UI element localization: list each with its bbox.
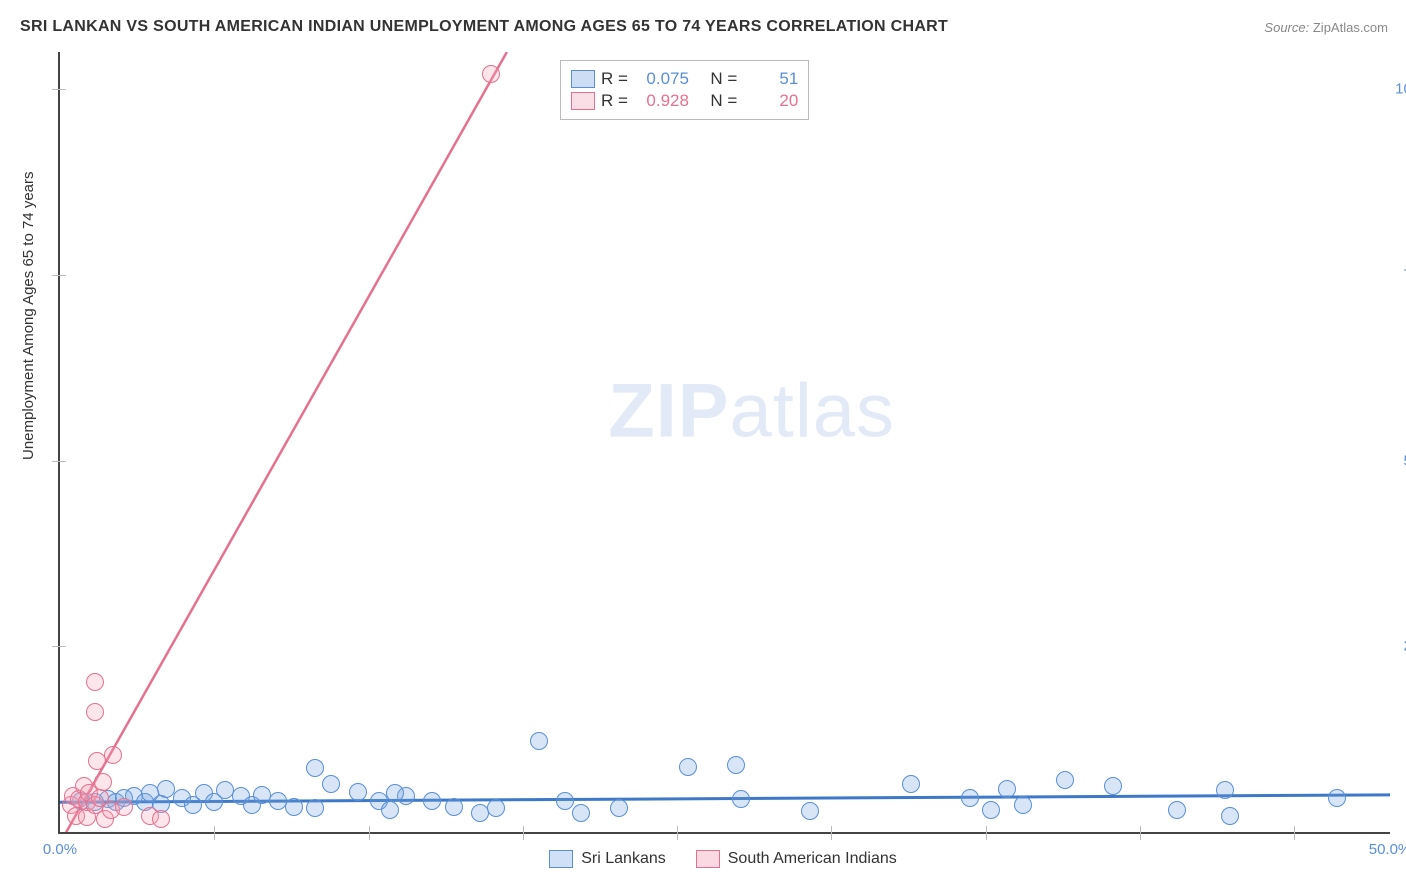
legend-item-1: Sri Lankans <box>549 850 666 868</box>
source-label: Source: <box>1264 20 1309 35</box>
corr-row-1: R = 0.075 N = 51 <box>571 69 798 89</box>
scatter-point <box>1221 807 1239 825</box>
scatter-point <box>530 732 548 750</box>
trend-lines <box>60 52 1390 832</box>
scatter-point <box>610 799 628 817</box>
source-credit: Source: ZipAtlas.com <box>1264 20 1388 35</box>
chart-title: SRI LANKAN VS SOUTH AMERICAN INDIAN UNEM… <box>20 18 948 36</box>
corr-row-2: R = 0.928 N = 20 <box>571 91 798 111</box>
y-tick-mark <box>52 461 66 462</box>
watermark-light: atlas <box>729 368 895 453</box>
scatter-point <box>423 792 441 810</box>
legend-swatch-blue <box>549 850 573 868</box>
n-value-1: 51 <box>743 69 798 89</box>
legend-label-1: Sri Lankans <box>581 850 666 868</box>
x-tick-mark <box>986 826 987 840</box>
r-label-2: R = <box>601 91 628 111</box>
scatter-point <box>381 801 399 819</box>
scatter-point <box>998 780 1016 798</box>
x-tick-mark <box>677 826 678 840</box>
r-value-2: 0.928 <box>634 91 689 111</box>
scatter-point <box>285 798 303 816</box>
n-value-2: 20 <box>743 91 798 111</box>
x-tick-mark <box>1140 826 1141 840</box>
source-value: ZipAtlas.com <box>1313 20 1388 35</box>
swatch-pink <box>571 92 595 110</box>
scatter-point <box>572 804 590 822</box>
r-label-1: R = <box>601 69 628 89</box>
scatter-point <box>1014 796 1032 814</box>
chart-container: SRI LANKAN VS SOUTH AMERICAN INDIAN UNEM… <box>0 0 1406 892</box>
correlation-box: R = 0.075 N = 51 R = 0.928 N = 20 <box>560 60 809 120</box>
watermark-bold: ZIP <box>608 368 729 453</box>
scatter-point <box>152 810 170 828</box>
scatter-point <box>482 65 500 83</box>
x-tick-mark <box>1294 826 1295 840</box>
scatter-point <box>306 799 324 817</box>
x-tick-mark <box>369 826 370 840</box>
scatter-point <box>902 775 920 793</box>
n-label-1: N = <box>710 69 737 89</box>
legend-swatch-pink <box>696 850 720 868</box>
scatter-point <box>104 746 122 764</box>
scatter-point <box>94 773 112 791</box>
scatter-point <box>322 775 340 793</box>
n-label-2: N = <box>710 91 737 111</box>
x-tick-mark <box>214 826 215 840</box>
plot-area: ZIPatlas R = 0.075 N = 51 R = 0.928 N = … <box>58 52 1390 834</box>
scatter-point <box>679 758 697 776</box>
watermark: ZIPatlas <box>608 367 895 454</box>
scatter-point <box>115 798 133 816</box>
scatter-point <box>1168 801 1186 819</box>
scatter-point <box>801 802 819 820</box>
scatter-point <box>386 784 404 802</box>
legend-label-2: South American Indians <box>728 850 897 868</box>
legend: Sri Lankans South American Indians <box>58 850 1388 868</box>
x-tick-mark <box>523 826 524 840</box>
y-tick-mark <box>52 646 66 647</box>
legend-item-2: South American Indians <box>696 850 897 868</box>
y-axis-label: Unemployment Among Ages 65 to 74 years <box>20 171 37 460</box>
y-tick-mark <box>52 275 66 276</box>
r-value-1: 0.075 <box>634 69 689 89</box>
scatter-point <box>487 799 505 817</box>
scatter-point <box>306 759 324 777</box>
y-tick-label: 100.0% <box>1395 81 1406 98</box>
scatter-point <box>1104 777 1122 795</box>
swatch-blue <box>571 70 595 88</box>
scatter-point <box>349 783 367 801</box>
x-tick-mark <box>831 826 832 840</box>
scatter-point <box>1328 789 1346 807</box>
scatter-point <box>86 703 104 721</box>
scatter-point <box>732 790 750 808</box>
scatter-point <box>1216 781 1234 799</box>
scatter-point <box>961 789 979 807</box>
scatter-point <box>86 673 104 691</box>
trend-line <box>60 52 507 832</box>
y-tick-mark <box>52 89 66 90</box>
scatter-point <box>1056 771 1074 789</box>
scatter-point <box>445 798 463 816</box>
scatter-point <box>982 801 1000 819</box>
scatter-point <box>727 756 745 774</box>
scatter-point <box>556 792 574 810</box>
